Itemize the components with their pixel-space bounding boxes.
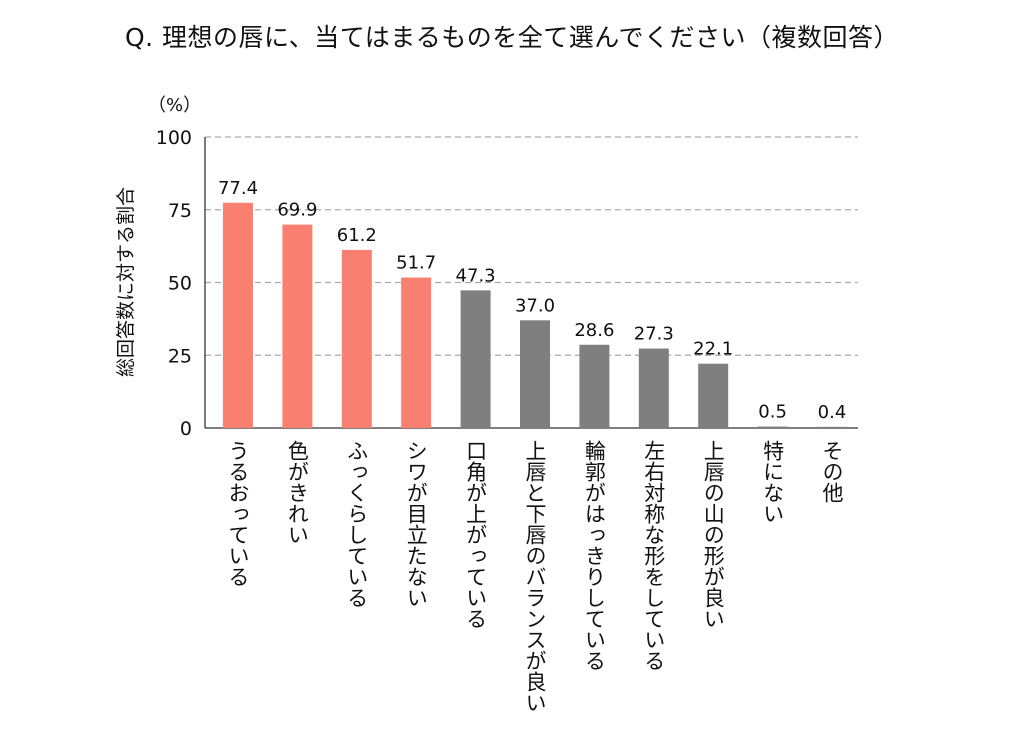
bar [282, 224, 313, 428]
bars [223, 202, 847, 428]
y-tick-labels: 0 25 50 75 100 [156, 127, 192, 440]
category-label: うるおっている [226, 440, 250, 587]
category-label: 左右対称な形をしている [642, 440, 666, 671]
y-tick-label: 25 [168, 345, 192, 367]
bar [817, 426, 847, 428]
category-label: 特にない [761, 440, 785, 524]
category-label: 輪郭がはっきりしている [582, 440, 606, 671]
bar [460, 290, 491, 428]
bar [223, 202, 253, 428]
data-label: 0.5 [758, 402, 787, 423]
y-tick-label: 75 [168, 200, 192, 222]
unit-label: （%） [148, 95, 201, 116]
category-label: 色がきれい [285, 440, 309, 545]
y-axis-label: 総回答数に対する割合 [115, 187, 137, 377]
data-label: 37.0 [515, 295, 555, 316]
bar [638, 348, 669, 428]
data-labels: 77.4 69.9 61.2 51.7 47.3 37.0 28.6 27.3 22.1 0.5 0… [218, 178, 846, 423]
bar [401, 277, 432, 428]
category-label: シワが目立たない [404, 440, 428, 608]
category-labels: うるおっている 色がきれい ふっくらしている シワが目立たない 口角が上がっている 上唇と… [226, 440, 844, 713]
category-label: その他 [820, 440, 844, 503]
bar [341, 249, 372, 428]
category-label: 口角が上がっている [464, 440, 488, 629]
data-label: 61.2 [337, 225, 377, 246]
data-label: 28.6 [574, 320, 614, 341]
y-tick-label: 100 [156, 127, 192, 149]
data-label: 47.3 [456, 265, 496, 286]
data-label: 0.4 [818, 402, 847, 423]
y-tick-label: 0 [180, 418, 192, 440]
bar [520, 320, 550, 428]
data-label: 77.4 [218, 178, 258, 199]
bar [757, 426, 788, 428]
y-tick-label: 50 [168, 273, 192, 295]
gridlines [205, 136, 858, 356]
chart-title: Q. 理想の唇に、当てはまるものを全て選んでください（複数回答） [124, 23, 900, 52]
data-label: 69.9 [277, 200, 317, 221]
category-label: 上唇と下唇のバランスが良い [523, 440, 547, 713]
data-label: 27.3 [634, 324, 674, 345]
bar [698, 363, 729, 428]
bar [579, 344, 610, 428]
data-label: 22.1 [693, 339, 733, 360]
data-label: 51.7 [396, 253, 436, 274]
category-label: 上唇の山の形が良い [701, 440, 725, 629]
category-label: ふっくらしている [345, 440, 369, 608]
